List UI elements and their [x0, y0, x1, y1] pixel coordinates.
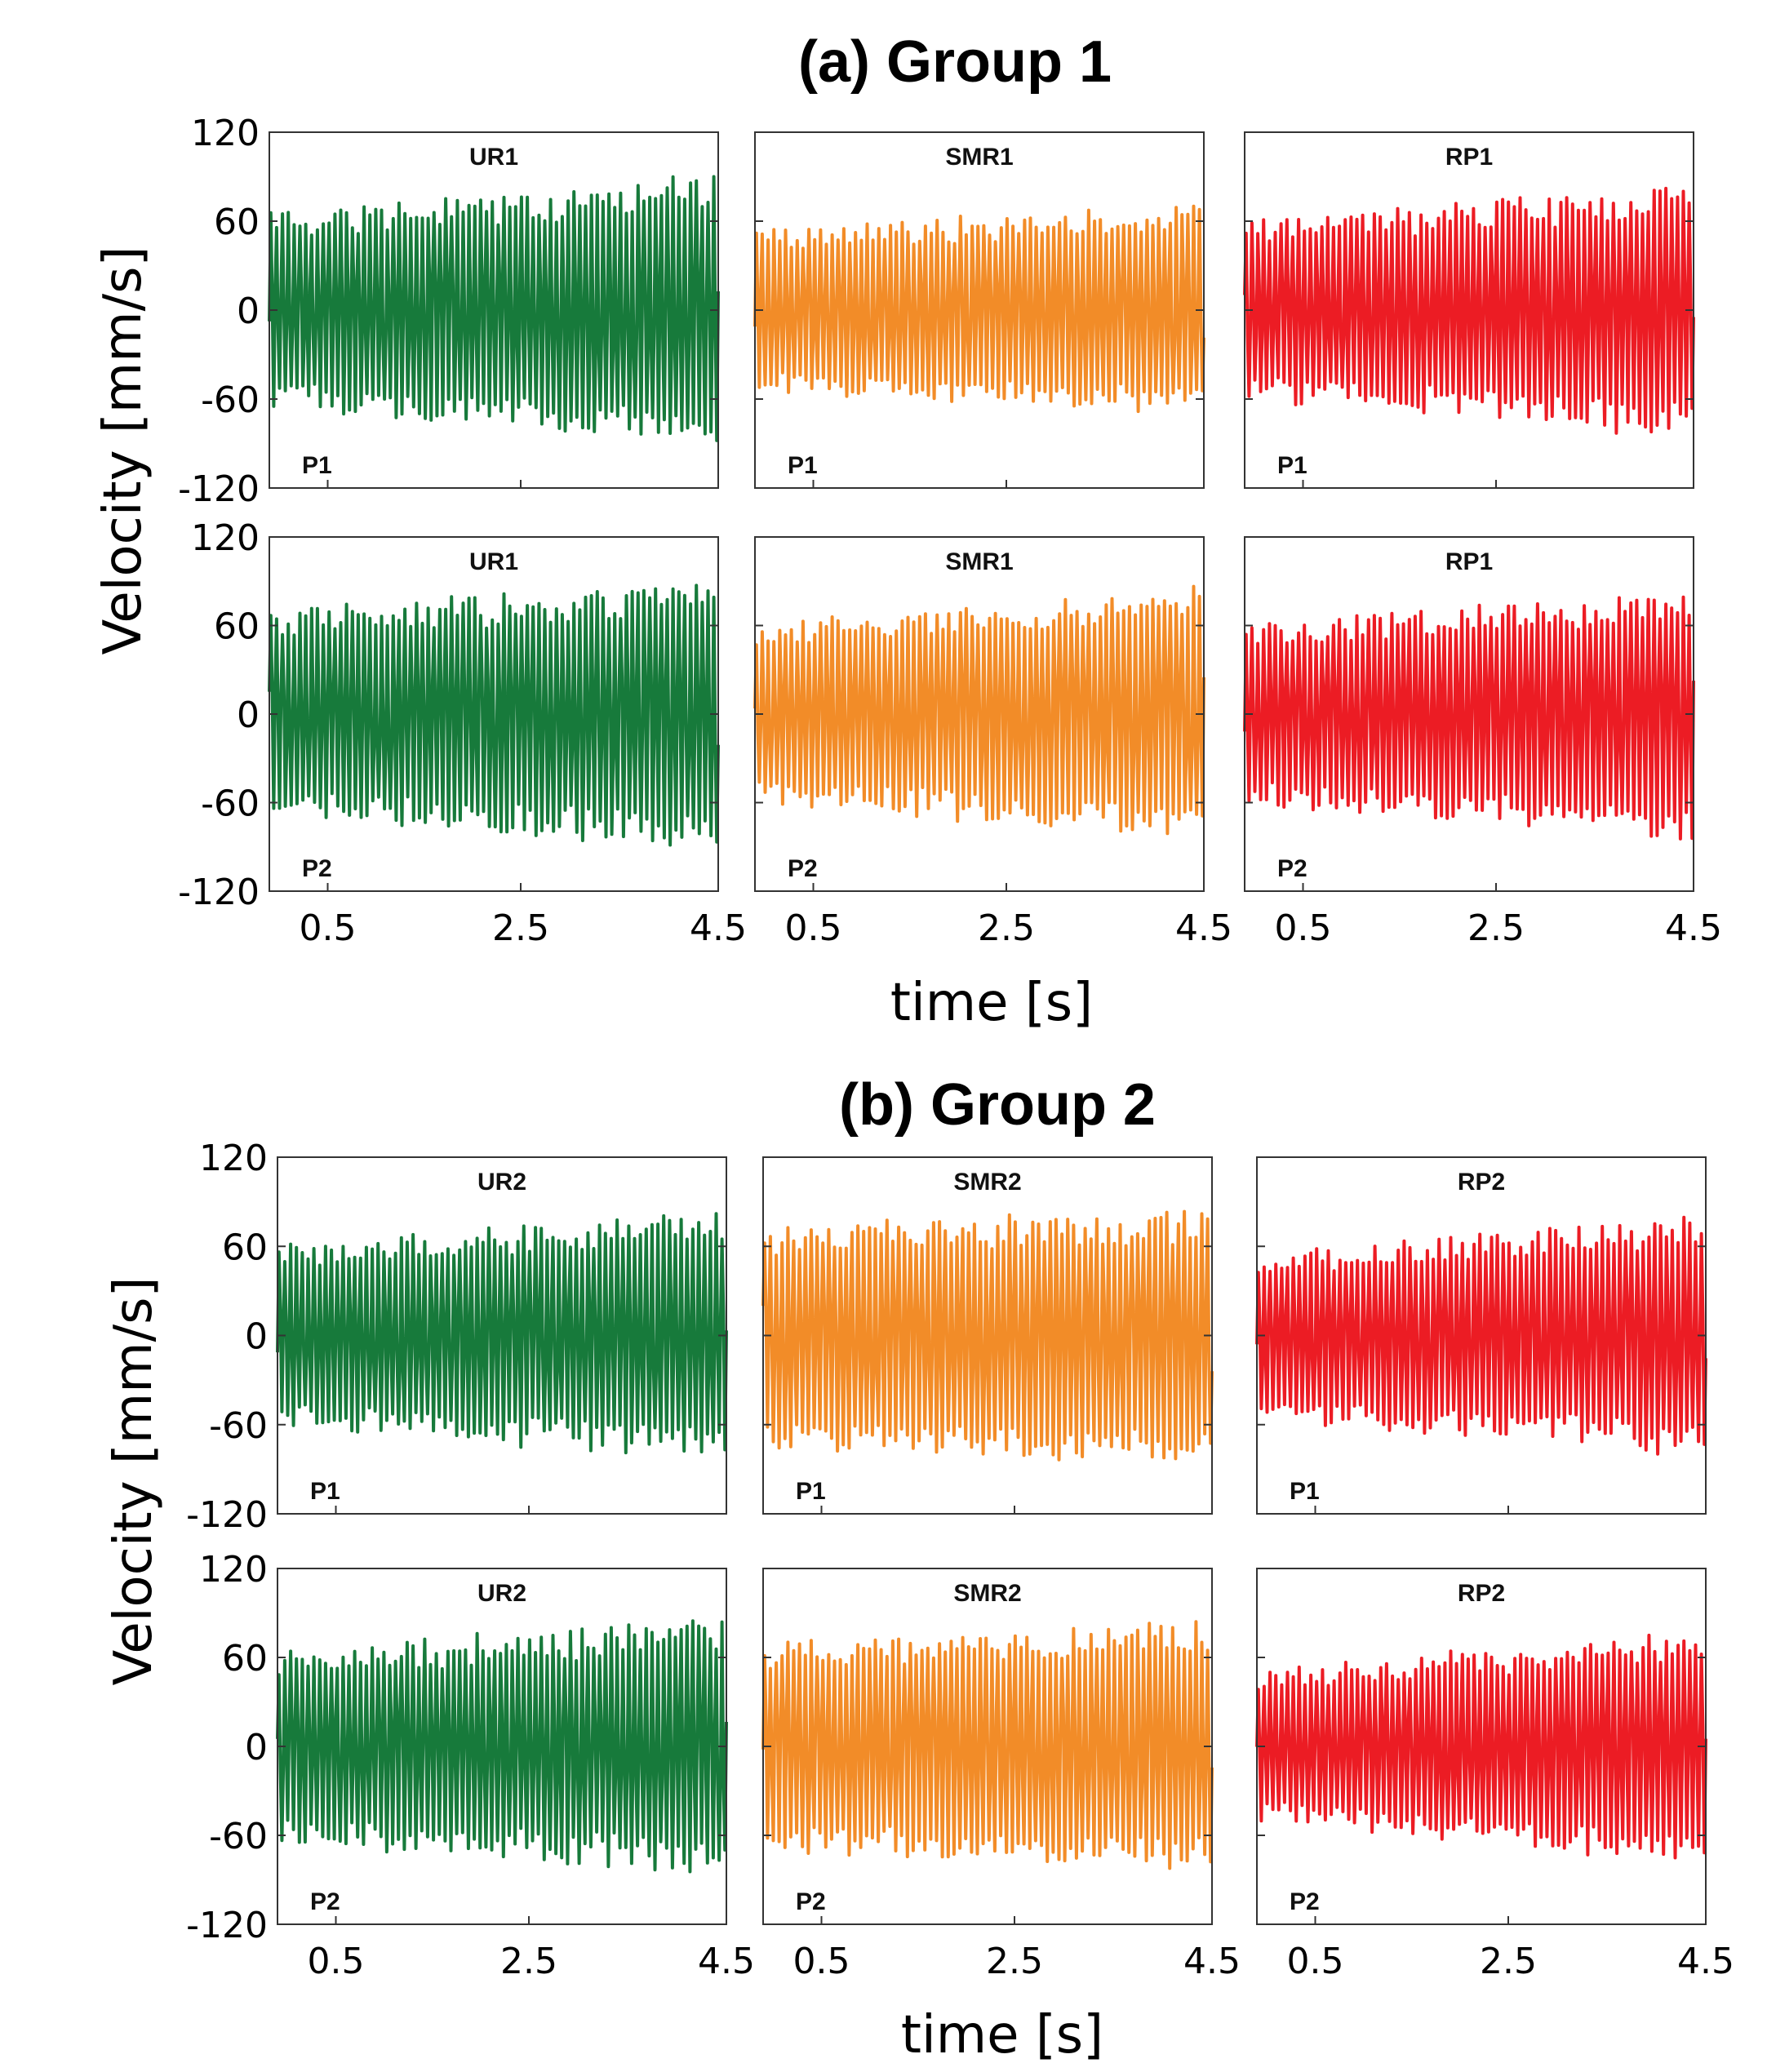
y-tick-label: -60 [201, 783, 260, 825]
signal-trace-g1-ur-p2 [268, 583, 720, 847]
x-tick-label: 0.5 [785, 907, 842, 949]
y-tick-label: -60 [209, 1816, 268, 1857]
x-tick-label: 2.5 [978, 907, 1035, 949]
y-tick-label: 120 [199, 1549, 268, 1591]
signal-trace-g2-ur-p1 [276, 1212, 728, 1455]
point-label: P1 [310, 1478, 340, 1505]
panel-g2-smr-p2: 0.5 2.5 4.5 SMR2 P2 [761, 1568, 1241, 1982]
y-tick-label: 60 [222, 1638, 268, 1679]
point-label: P1 [302, 452, 332, 479]
x-tick-label: 2.5 [500, 1941, 557, 1982]
x-tick-label: 4.5 [690, 907, 747, 949]
panel-grid: 120 60 0 -60 -120 UR1 P1 SMR1 P1 RP1 P1 120 60 0 -60 -1… [178, 113, 1734, 1982]
x-tick-label: 2.5 [1480, 1941, 1537, 1982]
x-tick-label: 2.5 [492, 907, 549, 949]
series-label: UR2 [477, 1580, 526, 1607]
panel-g2-rp-p2: 0.5 2.5 4.5 RP2 P2 [1255, 1568, 1734, 1982]
x-tick-label: 0.5 [1287, 1941, 1344, 1982]
group1-y-axis-label: Velocity [mm/s] [93, 246, 153, 655]
y-tick-label: -120 [178, 468, 260, 510]
y-tick-label: 120 [199, 1138, 268, 1179]
x-tick-label: 4.5 [1665, 907, 1722, 949]
y-tick-label: 0 [245, 1727, 268, 1768]
point-label: P1 [788, 452, 818, 479]
signal-trace-g2-rp-p2 [1255, 1633, 1707, 1860]
y-tick-label: 60 [214, 202, 260, 243]
point-label: P1 [1277, 452, 1307, 479]
y-tick-label: -60 [201, 379, 260, 421]
point-label: P2 [1277, 855, 1307, 882]
x-tick-label: 2.5 [986, 1941, 1043, 1982]
series-label: SMR2 [953, 1580, 1021, 1607]
point-label: P2 [1290, 1888, 1320, 1915]
series-label: UR1 [469, 548, 518, 575]
point-label: P2 [788, 855, 818, 882]
panel-g1-ur-p2: 120 60 0 -60 -120 0.5 2.5 4.5 UR1 P2 [178, 517, 747, 949]
y-tick-label: 120 [191, 113, 260, 154]
y-tick-label: 0 [237, 694, 260, 736]
x-tick-label: 0.5 [308, 1941, 365, 1982]
panel-g1-smr-p1: SMR1 P1 [753, 131, 1205, 489]
series-label: UR2 [477, 1169, 526, 1196]
series-label: RP2 [1458, 1169, 1505, 1196]
y-tick-label: 60 [214, 606, 260, 648]
panel-g1-rp-p2: 0.5 2.5 4.5 RP1 P2 [1243, 536, 1722, 949]
panel-g2-rp-p1: RP2 P1 [1255, 1156, 1707, 1515]
signal-trace-g2-rp-p1 [1255, 1215, 1707, 1456]
x-tick-label: 0.5 [300, 907, 357, 949]
series-label: RP2 [1458, 1580, 1505, 1607]
signal-trace-g2-ur-p2 [276, 1619, 728, 1874]
y-tick-label: 120 [191, 517, 260, 559]
x-tick-label: 0.5 [1275, 907, 1332, 949]
x-tick-label: 0.5 [793, 1941, 850, 1982]
x-tick-label: 4.5 [698, 1941, 755, 1982]
series-label: SMR2 [953, 1169, 1021, 1196]
signal-trace-g1-rp-p1 [1243, 186, 1695, 435]
x-tick-label: 4.5 [1183, 1941, 1241, 1982]
group2-x-axis-label: time [s] [901, 2005, 1103, 2065]
panel-g1-smr-p2: 0.5 2.5 4.5 SMR1 P2 [753, 536, 1232, 949]
series-label: UR1 [469, 144, 518, 171]
y-tick-label: -120 [186, 1494, 268, 1536]
signal-trace-g1-ur-p1 [268, 175, 720, 442]
y-tick-label: 0 [237, 291, 260, 332]
signal-trace-g1-rp-p2 [1243, 595, 1695, 841]
point-label: P1 [796, 1478, 826, 1505]
point-label: P2 [310, 1888, 340, 1915]
group1-x-axis-label: time [s] [890, 973, 1093, 1033]
y-tick-label: -120 [178, 872, 260, 913]
signal-trace-g1-smr-p1 [753, 204, 1205, 414]
series-label: SMR1 [945, 144, 1013, 171]
group2-title: (b) Group 2 [839, 1072, 1156, 1138]
signal-trace-g1-smr-p2 [753, 584, 1205, 836]
point-label: P2 [796, 1888, 826, 1915]
point-label: P2 [302, 855, 332, 882]
panel-g2-smr-p1: SMR2 P1 [761, 1156, 1214, 1515]
series-label: RP1 [1445, 548, 1493, 575]
y-tick-label: 60 [222, 1227, 268, 1268]
series-label: SMR1 [945, 548, 1013, 575]
panel-g1-ur-p1: 120 60 0 -60 -120 UR1 P1 [178, 113, 720, 510]
group2-y-axis-label: Velocity [mm/s] [104, 1277, 164, 1686]
y-tick-label: 0 [245, 1316, 268, 1358]
point-label: P1 [1290, 1478, 1320, 1505]
x-tick-label: 4.5 [1175, 907, 1232, 949]
signal-trace-g2-smr-p1 [761, 1209, 1214, 1462]
series-label: RP1 [1445, 144, 1493, 171]
panel-g2-ur-p2: 120 60 0 -60 -120 0.5 2.5 4.5 UR2 P2 [186, 1549, 755, 1982]
y-tick-label: -60 [209, 1405, 268, 1447]
x-tick-label: 4.5 [1677, 1941, 1734, 1982]
signal-trace-g2-smr-p2 [761, 1620, 1214, 1870]
panel-g2-ur-p1: 120 60 0 -60 -120 UR2 P1 [186, 1138, 728, 1536]
group1-title: (a) Group 1 [798, 29, 1112, 95]
x-tick-label: 2.5 [1467, 907, 1525, 949]
panel-g1-rp-p1: RP1 P1 [1243, 131, 1695, 489]
y-tick-label: -120 [186, 1905, 268, 1946]
